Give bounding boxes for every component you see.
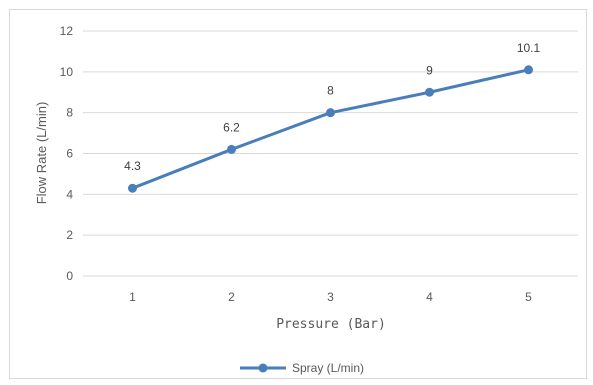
y-tick-label: 12	[60, 24, 74, 38]
x-tick-label: 1	[129, 290, 136, 304]
y-tick-label: 8	[66, 106, 73, 120]
legend-marker	[258, 363, 268, 373]
series-layer	[128, 65, 533, 193]
y-tick-label: 0	[66, 269, 73, 283]
legend: Spray (L/min)	[240, 361, 364, 375]
y-axis-title: Flow Rate (L/min)	[34, 102, 49, 205]
x-tick-label: 5	[525, 290, 532, 304]
data-point	[524, 65, 533, 75]
data-label: 4.3	[124, 159, 141, 173]
legend-label: Spray (L/min)	[292, 361, 364, 375]
data-point	[326, 108, 335, 118]
data-point	[227, 144, 236, 154]
data-label: 9	[426, 63, 433, 77]
x-tick-label: 4	[426, 290, 433, 304]
data-point	[425, 87, 434, 97]
x-axis-title: Pressure (Bar)	[276, 317, 386, 332]
data-label: 10.1	[517, 41, 541, 55]
y-axis-ticks: 0 2 4 6 8 10 12	[60, 24, 74, 283]
gridlines	[83, 30, 578, 277]
data-label: 8	[327, 84, 334, 98]
data-label: 6.2	[223, 120, 240, 134]
x-tick-label: 3	[327, 290, 334, 304]
y-tick-label: 2	[66, 228, 73, 242]
y-tick-label: 10	[60, 65, 74, 79]
data-point	[128, 183, 137, 193]
y-tick-label: 4	[66, 187, 73, 201]
x-axis-ticks: 1 2 3 4 5	[129, 290, 532, 304]
data-labels: 4.3 6.2 8 9 10.1	[124, 41, 540, 173]
y-tick-label: 6	[66, 147, 73, 161]
x-tick-label: 2	[228, 290, 235, 304]
